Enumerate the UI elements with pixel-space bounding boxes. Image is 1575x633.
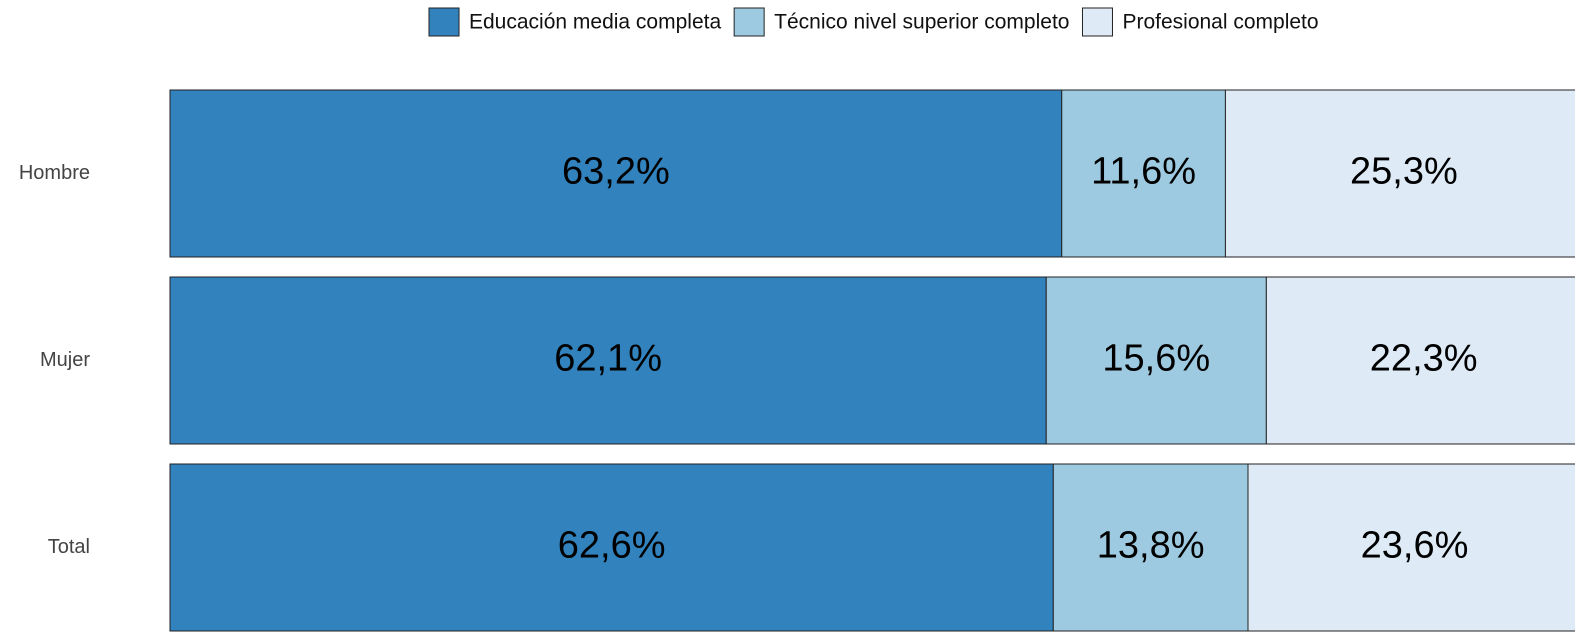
bar-segment [169, 89, 1063, 258]
bar-segment [1061, 89, 1226, 258]
category-label: Mujer [40, 349, 90, 371]
category-label: Total [48, 536, 90, 558]
bar-segment [1265, 276, 1575, 445]
value-label: 13,8% [1097, 525, 1205, 567]
bar-segment [1052, 463, 1249, 632]
legend-label: Técnico nivel superior completo [774, 11, 1069, 34]
legend-label: Profesional completo [1122, 11, 1318, 34]
legend-swatch [733, 7, 765, 37]
category-label: Hombre [19, 162, 90, 184]
value-label: 23,6% [1361, 525, 1469, 567]
value-label: 15,6% [1102, 338, 1210, 380]
bar-segment [1045, 276, 1267, 445]
bar-segment [169, 463, 1054, 632]
bar-segment [1224, 89, 1575, 258]
value-label: 62,1% [554, 338, 662, 380]
legend-swatch [1081, 7, 1113, 37]
value-label: 25,3% [1350, 151, 1458, 193]
legend-label: Educación media completa [469, 11, 721, 34]
value-label: 62,6% [558, 525, 666, 567]
bar-segment [1247, 463, 1575, 632]
value-label: 22,3% [1370, 338, 1478, 380]
bar-segment [169, 276, 1047, 445]
legend-swatch [428, 7, 460, 37]
value-label: 63,2% [562, 151, 670, 193]
value-label: 11,6% [1091, 151, 1196, 193]
